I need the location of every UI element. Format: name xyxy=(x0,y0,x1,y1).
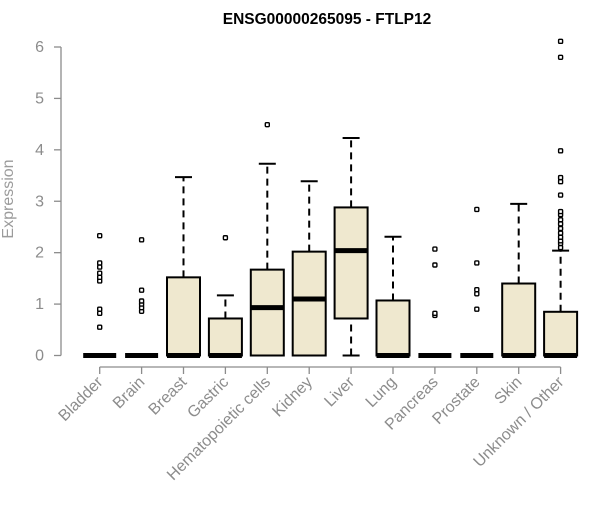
box-body xyxy=(293,252,326,356)
outlier-point xyxy=(475,207,479,211)
box-group xyxy=(502,204,535,356)
outlier-point xyxy=(559,235,563,239)
box-group xyxy=(83,234,116,356)
box-group xyxy=(167,177,200,355)
box-body xyxy=(502,284,535,356)
outlier-point xyxy=(559,227,563,231)
outlier-point xyxy=(140,238,144,242)
x-tick-label: Bladder xyxy=(56,373,107,424)
y-axis-title: Expression xyxy=(0,159,17,238)
outlier-point xyxy=(98,275,102,279)
x-tick-label: Brain xyxy=(110,374,148,412)
outlier-point xyxy=(559,180,563,184)
y-tick-label: 0 xyxy=(35,348,44,365)
outlier-point xyxy=(223,236,227,240)
outlier-point xyxy=(265,123,269,127)
outlier-point xyxy=(559,231,563,235)
outlier-point xyxy=(98,234,102,238)
outlier-point xyxy=(98,311,102,315)
outlier-point xyxy=(559,149,563,153)
box-group xyxy=(209,236,242,356)
outlier-point xyxy=(433,247,437,251)
outlier-point xyxy=(140,288,144,292)
y-tick-label: 6 xyxy=(35,39,44,56)
box-group xyxy=(460,207,493,355)
y-tick-label: 3 xyxy=(35,193,44,210)
outlier-point xyxy=(98,261,102,265)
y-tick-label: 4 xyxy=(35,142,44,159)
outlier-point xyxy=(475,288,479,292)
chart-canvas: ENSG00000265095 - FTLP12 Expression 0 1 2 3… xyxy=(0,0,600,500)
outlier-point xyxy=(475,307,479,311)
box-group xyxy=(335,138,368,355)
x-tick-label: Kidney xyxy=(269,374,316,421)
outlier-point xyxy=(98,265,102,269)
outlier-point xyxy=(475,292,479,296)
boxplot-chart: ENSG00000265095 - FTLP12 Expression 0 1 2 3… xyxy=(0,0,600,500)
y-tick-label: 1 xyxy=(35,296,44,313)
box-group xyxy=(377,237,410,356)
outlier-point xyxy=(559,39,563,43)
x-tick-label: Breast xyxy=(146,373,191,418)
outlier-point xyxy=(140,299,144,303)
box-group xyxy=(251,123,284,356)
outlier-point xyxy=(559,246,563,250)
outlier-point xyxy=(98,325,102,329)
y-tick-label: 2 xyxy=(35,245,44,262)
outlier-point xyxy=(433,311,437,315)
boxplot-series xyxy=(83,39,577,355)
chart-title: ENSG00000265095 - FTLP12 xyxy=(223,11,432,28)
y-axis: 0 1 2 3 4 5 6 xyxy=(35,39,61,365)
outlier-point xyxy=(559,210,563,214)
x-tick-label: Liver xyxy=(321,373,358,410)
outlier-point xyxy=(98,271,102,275)
x-tick-label: Skin xyxy=(491,374,525,408)
y-tick-label: 5 xyxy=(35,90,44,107)
outlier-point xyxy=(559,176,563,180)
x-tick-label: Lung xyxy=(363,374,400,411)
box-body xyxy=(251,270,284,356)
box-group xyxy=(544,39,577,355)
box-group xyxy=(293,181,326,355)
box-body xyxy=(167,277,200,355)
outlier-point xyxy=(559,55,563,59)
outlier-point xyxy=(559,218,563,222)
outlier-point xyxy=(559,193,563,197)
outlier-point xyxy=(98,307,102,311)
box-body xyxy=(377,300,410,355)
box-group xyxy=(418,247,451,355)
box-body xyxy=(209,318,242,355)
box-body xyxy=(544,312,577,356)
box-body xyxy=(335,207,368,318)
outlier-point xyxy=(475,261,479,265)
outlier-point xyxy=(433,263,437,267)
outlier-point xyxy=(559,222,563,226)
box-group xyxy=(125,238,158,356)
